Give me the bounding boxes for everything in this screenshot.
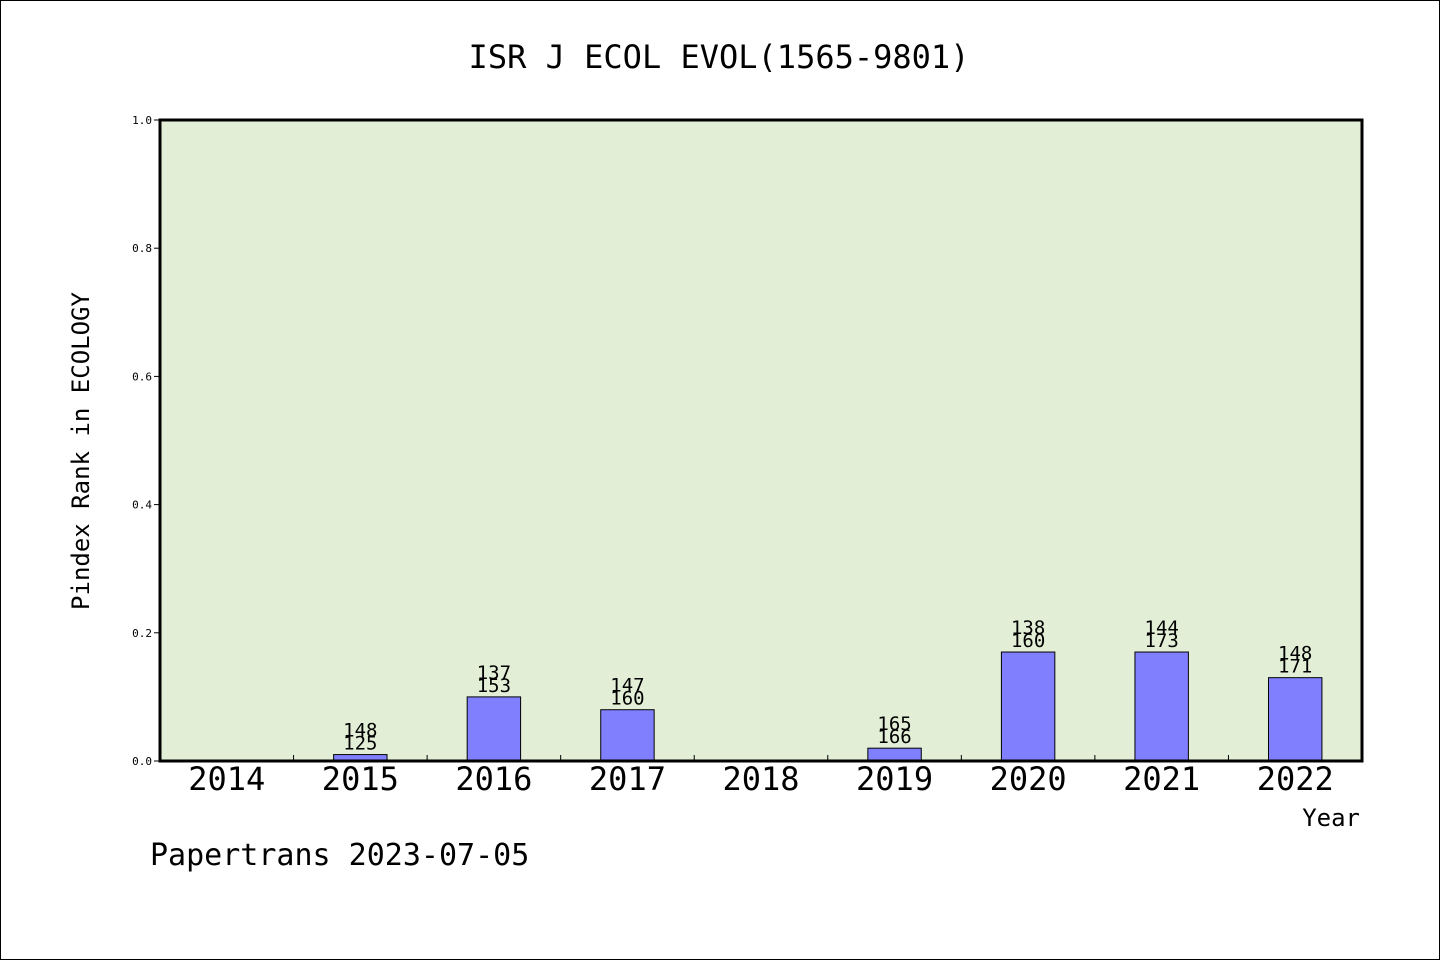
x-tick-label: 2020 <box>990 760 1067 798</box>
y-axis-label: Pindex Rank in ECOLOGY <box>67 292 95 610</box>
y-tick-label: 0.4 <box>132 499 152 512</box>
x-axis-label: Year <box>1302 804 1360 832</box>
data-label-bottom: 160 <box>610 688 644 710</box>
y-tick-label: 0.8 <box>132 242 152 255</box>
data-label-top: 137 <box>477 662 511 684</box>
data-label-top: 148 <box>1278 643 1312 665</box>
y-tick-label: 0.0 <box>132 755 152 768</box>
data-label-top: 144 <box>1145 617 1179 639</box>
x-tick-label: 2014 <box>188 760 265 798</box>
x-tick-label: 2015 <box>322 760 399 798</box>
data-label-top: 138 <box>1011 617 1045 639</box>
data-label-bottom: 153 <box>477 675 511 697</box>
bar <box>1000 651 1056 762</box>
ticks-layer: 0.0 0.2 0.4 0.6 0.8 1.0 2014 2015 2016 2017 2018 20… <box>132 114 1334 798</box>
chart-title: ISR J ECOL EVOL(1565-9801) <box>469 38 970 76</box>
bar <box>1268 677 1323 762</box>
y-tick-label: 1.0 <box>132 114 152 127</box>
data-label-bottom: 166 <box>877 726 911 748</box>
plot-frame <box>158 118 1364 763</box>
x-tick-label: 2018 <box>722 760 799 798</box>
data-label-bottom: 173 <box>1145 630 1179 652</box>
bar <box>600 709 655 762</box>
data-label-bottom: 125 <box>343 733 377 755</box>
data-label-top: 147 <box>610 675 644 697</box>
y-tick-label: 0.2 <box>132 627 152 640</box>
x-tick-label: 2016 <box>455 760 532 798</box>
data-label-bottom: 171 <box>1278 656 1312 678</box>
x-tick-label: 2019 <box>856 760 933 798</box>
data-label-top: 148 <box>343 720 377 742</box>
x-tick-label: 2022 <box>1257 760 1334 798</box>
data-label-top: 165 <box>877 713 911 735</box>
data-label-bottom: 160 <box>1011 630 1045 652</box>
y-tick-label: 0.6 <box>132 370 152 383</box>
bar <box>466 696 522 762</box>
x-tick-label: 2021 <box>1123 760 1200 798</box>
x-tick-label: 2017 <box>589 760 666 798</box>
bar <box>1134 651 1189 762</box>
footer-text: Papertrans 2023-07-05 <box>150 838 529 873</box>
